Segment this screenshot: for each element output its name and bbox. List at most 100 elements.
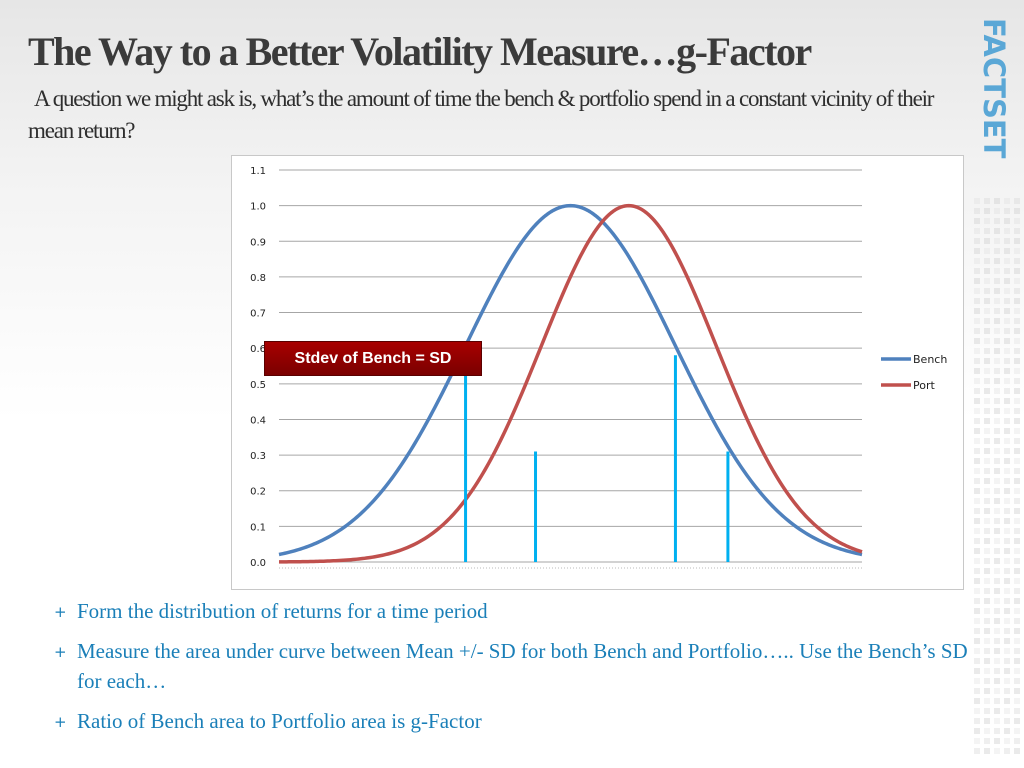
- decorative-dot: [1004, 308, 1010, 314]
- decorative-dot: [994, 438, 1000, 444]
- decorative-dot: [984, 378, 990, 384]
- decorative-dot: [1014, 588, 1020, 594]
- decorative-dot: [994, 388, 1000, 394]
- decorative-dot: [984, 418, 990, 424]
- bullet-marker: +: [54, 643, 67, 661]
- decorative-dot: [984, 618, 990, 624]
- decorative-dot: [1014, 358, 1020, 364]
- decorative-dot: [994, 688, 1000, 694]
- decorative-dot: [1014, 328, 1020, 334]
- decorative-dot: [1014, 448, 1020, 454]
- decorative-dot: [1004, 688, 1010, 694]
- decorative-dot: [984, 308, 990, 314]
- decorative-dot: [994, 418, 1000, 424]
- decorative-dot: [974, 608, 980, 614]
- decorative-dot: [1014, 368, 1020, 374]
- decorative-dot: [974, 358, 980, 364]
- decorative-dot: [994, 628, 1000, 634]
- decorative-dot: [1014, 308, 1020, 314]
- decorative-dot: [1004, 268, 1010, 274]
- decorative-dot: [974, 278, 980, 284]
- decorative-dot: [994, 568, 1000, 574]
- y-tick-label: 0.0: [250, 558, 266, 569]
- decorative-dot: [1004, 498, 1010, 504]
- decorative-dot: [974, 408, 980, 414]
- decorative-dot: [984, 518, 990, 524]
- decorative-dot: [1014, 518, 1020, 524]
- decorative-dot: [984, 568, 990, 574]
- decorative-dot: [1014, 468, 1020, 474]
- decorative-dot: [1004, 398, 1010, 404]
- decorative-dot: [994, 698, 1000, 704]
- bullet-list: + Form the distribution of returns for a …: [48, 596, 968, 746]
- decorative-dot: [984, 688, 990, 694]
- decorative-dot: [1004, 488, 1010, 494]
- y-tick-label: 0.5: [250, 380, 266, 391]
- decorative-dot: [1014, 718, 1020, 724]
- decorative-dot: [994, 678, 1000, 684]
- decorative-dot: [984, 448, 990, 454]
- decorative-dot: [1004, 708, 1010, 714]
- decorative-dot: [994, 198, 1000, 204]
- decorative-dot: [994, 488, 1000, 494]
- decorative-dot: [984, 628, 990, 634]
- decorative-dot: [974, 248, 980, 254]
- decorative-dot: [1014, 528, 1020, 534]
- decorative-dot: [994, 328, 1000, 334]
- y-tick-label: 0.4: [250, 415, 266, 426]
- decorative-dot: [974, 618, 980, 624]
- decorative-dot: [974, 568, 980, 574]
- decorative-dot: [994, 258, 1000, 264]
- decorative-dot: [1004, 248, 1010, 254]
- bullet-marker: +: [54, 713, 67, 731]
- decorative-dot: [984, 238, 990, 244]
- decorative-dot: [994, 618, 1000, 624]
- decorative-dot: [984, 318, 990, 324]
- decorative-dot: [1004, 228, 1010, 234]
- decorative-dot: [994, 428, 1000, 434]
- decorative-dot: [1004, 258, 1010, 264]
- decorative-dot: [1014, 668, 1020, 674]
- decorative-dot: [1004, 348, 1010, 354]
- decorative-dot: [984, 278, 990, 284]
- decorative-dot: [994, 668, 1000, 674]
- decorative-dot: [994, 308, 1000, 314]
- decorative-dot: [1004, 518, 1010, 524]
- decorative-dot: [1004, 528, 1010, 534]
- decorative-dot: [1004, 468, 1010, 474]
- decorative-dot: [984, 668, 990, 674]
- decorative-dot: [974, 548, 980, 554]
- decorative-dot: [994, 278, 1000, 284]
- decorative-dot: [1014, 568, 1020, 574]
- decorative-dot: [1004, 238, 1010, 244]
- decorative-dot: [984, 428, 990, 434]
- y-tick-label: 0.8: [250, 273, 266, 284]
- stdev-callout: Stdev of Bench = SD: [264, 341, 482, 376]
- decorative-dot: [994, 288, 1000, 294]
- bullet-text: Measure the area under curve between Mea…: [77, 639, 968, 693]
- decorative-dot: [1014, 408, 1020, 414]
- decorative-dot: [1004, 668, 1010, 674]
- decorative-dot: [1014, 508, 1020, 514]
- bullet-item: + Measure the area under curve between Me…: [48, 636, 968, 696]
- decorative-dot: [994, 248, 1000, 254]
- decorative-dot: [1014, 678, 1020, 684]
- decorative-dot: [974, 708, 980, 714]
- decorative-dot: [974, 538, 980, 544]
- decorative-dot: [974, 228, 980, 234]
- decorative-dot: [994, 358, 1000, 364]
- decorative-dot: [994, 498, 1000, 504]
- decorative-dot: [984, 508, 990, 514]
- decorative-dot: [974, 238, 980, 244]
- decorative-dot: [974, 368, 980, 374]
- decorative-dot: [1004, 678, 1010, 684]
- decorative-dot: [994, 608, 1000, 614]
- decorative-dot: [974, 378, 980, 384]
- decorative-dot: [984, 548, 990, 554]
- y-tick-label: 0.2: [250, 487, 266, 498]
- decorative-dot: [974, 628, 980, 634]
- decorative-dot: [974, 268, 980, 274]
- decorative-dot: [974, 588, 980, 594]
- decorative-dot: [974, 658, 980, 664]
- bullet-item: + Ratio of Bench area to Portfolio area i…: [48, 706, 968, 736]
